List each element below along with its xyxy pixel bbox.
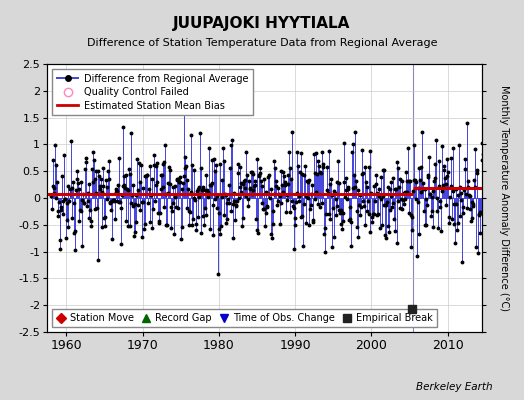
Y-axis label: Monthly Temperature Anomaly Difference (°C): Monthly Temperature Anomaly Difference (… <box>499 85 509 311</box>
Text: JUUPAJOKI HYYTIALA: JUUPAJOKI HYYTIALA <box>173 16 351 31</box>
Legend: Station Move, Record Gap, Time of Obs. Change, Empirical Break: Station Move, Record Gap, Time of Obs. C… <box>52 309 437 327</box>
Text: Berkeley Earth: Berkeley Earth <box>416 382 493 392</box>
Text: Difference of Station Temperature Data from Regional Average: Difference of Station Temperature Data f… <box>87 38 437 48</box>
